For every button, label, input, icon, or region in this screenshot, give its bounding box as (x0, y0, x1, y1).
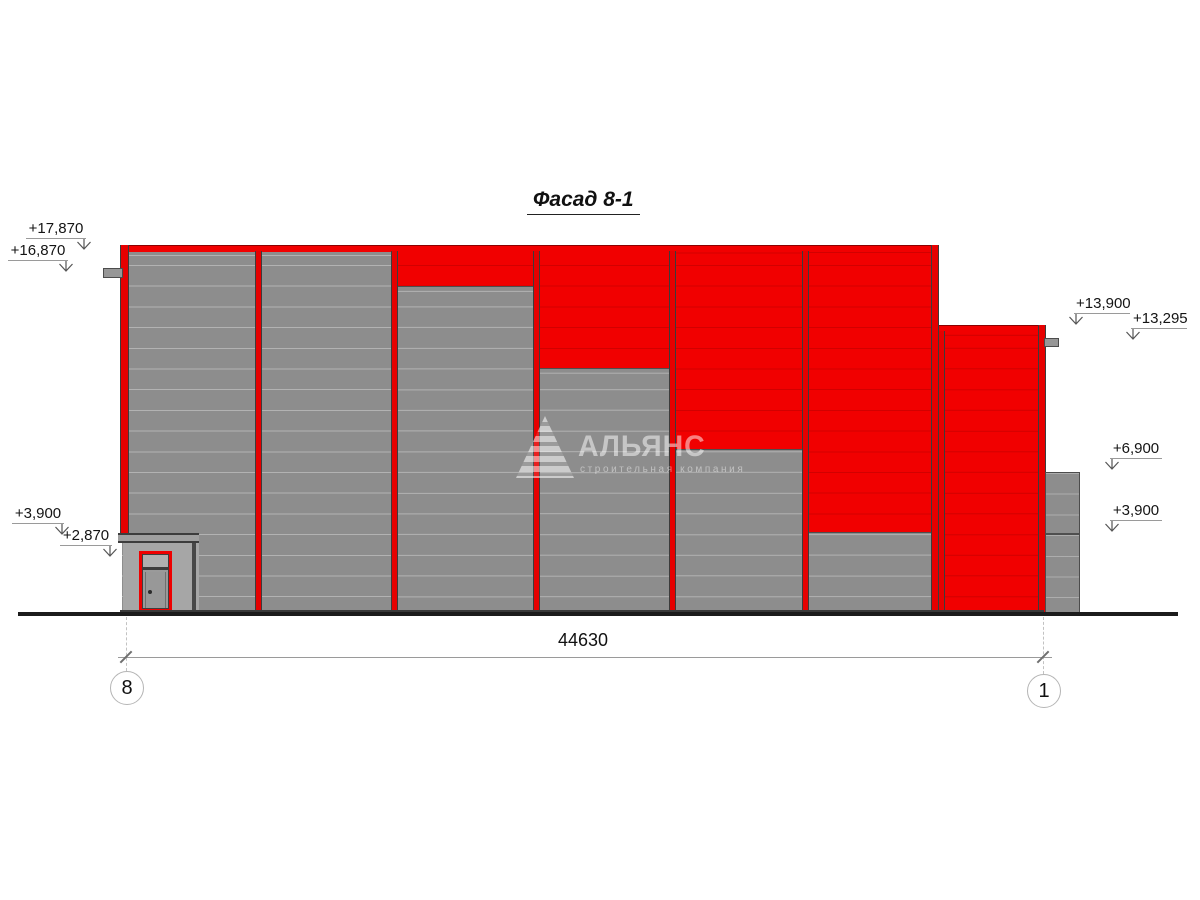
elevation-label: +2,870 (60, 528, 112, 546)
red-mullion (938, 331, 945, 613)
extension-line-right (1043, 617, 1044, 674)
red-mullion (533, 251, 540, 613)
dimension-line (118, 657, 1052, 658)
elevation-label: +3,900 (12, 506, 64, 524)
roof-cap (120, 245, 938, 252)
facade-bay (804, 251, 937, 613)
grid-axis-label: 8 (121, 676, 133, 699)
door-transom-window (143, 555, 168, 570)
grid-axis-1: 1 (1027, 674, 1061, 708)
elevation-label: +16,870 (8, 243, 68, 261)
elevation-arrow-icon (1105, 459, 1119, 470)
red-cladding-panel (672, 251, 804, 450)
right-annex (1045, 472, 1080, 615)
facade-bay (937, 331, 1044, 613)
grid-axis-label: 1 (1038, 679, 1050, 702)
elevation-mark: +17,870 (26, 221, 91, 250)
canopy-post (192, 543, 196, 613)
elevation-arrow-icon (103, 546, 117, 557)
wall-ledge-left (103, 268, 123, 278)
facade-bay (535, 251, 672, 613)
elevation-label: +13,900 (1074, 295, 1131, 314)
elevation-mark: +13,295 (1126, 310, 1188, 340)
elevation-label: +3,900 (1110, 503, 1162, 521)
extension-line-left (126, 617, 127, 671)
red-cladding-panel (937, 331, 1044, 613)
elevation-label: +13,295 (1131, 310, 1188, 329)
red-cladding-panel (394, 251, 535, 287)
elevation-arrow-icon (77, 239, 91, 250)
dimension-value: 44630 (552, 630, 615, 651)
entrance-canopy (118, 533, 199, 543)
red-mullion (391, 251, 398, 613)
elevation-arrow-icon (55, 524, 69, 535)
elevation-mark: +3,900 (1105, 503, 1162, 532)
grid-axis-8: 8 (110, 671, 144, 705)
door-handle-icon (148, 590, 152, 594)
red-mullion (802, 251, 809, 613)
drawing-title: Фасад 8-1 (527, 188, 640, 215)
elevation-arrow-icon (1105, 521, 1119, 532)
ground-line (18, 612, 1178, 616)
wall-ledge-right (1044, 338, 1059, 347)
door-leaf (145, 572, 166, 608)
facade-bay (672, 251, 804, 613)
red-cladding-panel (804, 251, 937, 533)
annex-level-line (1046, 533, 1079, 535)
facade-bay (258, 250, 394, 613)
elevation-mark: +3,900 (12, 506, 69, 535)
roof-cap (937, 325, 1044, 332)
elevation-mark: +16,870 (8, 243, 73, 272)
elevation-label: +17,870 (26, 221, 86, 239)
gray-cladding-panel (804, 532, 937, 613)
gray-cladding-panel (672, 449, 804, 613)
red-mullion (255, 251, 262, 613)
gray-cladding-panel (535, 368, 672, 613)
facade-bay (394, 251, 535, 613)
elevation-label: +6,900 (1110, 441, 1162, 459)
elevation-arrow-icon (1069, 314, 1083, 325)
elevation-mark: +13,900 (1069, 295, 1131, 325)
gray-cladding-panel (258, 250, 394, 613)
elevation-mark: +6,900 (1105, 441, 1162, 470)
door-inner (142, 554, 169, 609)
gray-cladding-panel (394, 286, 535, 613)
red-mullion (120, 245, 129, 534)
entrance-door (139, 551, 172, 612)
elevation-arrow-icon (1126, 329, 1140, 340)
red-mullion (669, 251, 676, 613)
elevation-mark: +2,870 (60, 528, 117, 557)
red-cladding-panel (535, 251, 672, 369)
building-base-line (120, 610, 1044, 613)
red-mullion (1038, 325, 1046, 613)
elevation-arrow-icon (59, 261, 73, 272)
